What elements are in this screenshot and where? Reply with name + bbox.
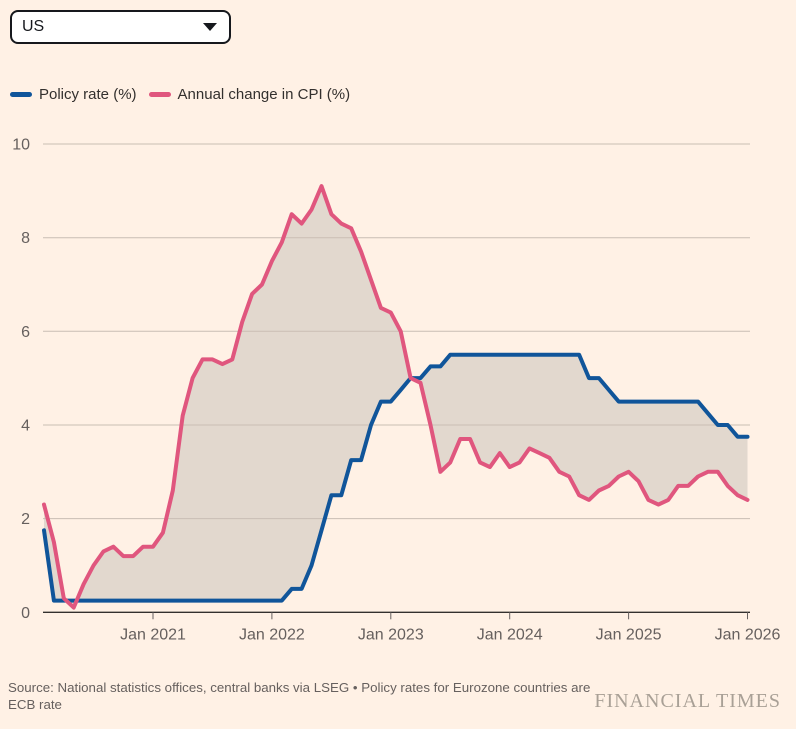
chart-legend: Policy rate (%) Annual change in CPI (%) (10, 86, 350, 103)
legend-swatch-policy-rate (10, 92, 32, 97)
y-axis-label: 10 (12, 137, 30, 154)
legend-swatch-cpi (148, 92, 171, 97)
x-tick-label: Jan 2022 (239, 626, 305, 643)
source-note-line1: Source: National statistics offices, cen… (8, 680, 591, 695)
y-axis-label: 6 (21, 324, 30, 341)
y-axis-label: 2 (21, 511, 30, 528)
line-chart-canvas: 0 2 4 6 8 10 Jan 2021 Jan 2022 Jan 2023 Jan 2024 J… (12, 137, 781, 644)
region-dropdown-value: US (22, 18, 45, 35)
source-note: Source: National statistics offices, cen… (8, 679, 590, 713)
x-tick-label: Jan 2025 (596, 626, 662, 643)
y-axis-label: 0 (21, 605, 30, 622)
legend-label-cpi: Annual change in CPI (%) (177, 86, 351, 103)
line-chart: 0 2 4 6 8 10 Jan 2021 Jan 2022 Jan 2023 Jan 2024 J… (0, 130, 796, 670)
area-between-series (44, 186, 748, 608)
x-tick-label: Jan 2026 (715, 626, 781, 643)
x-tick-label: Jan 2023 (358, 626, 424, 643)
chevron-down-icon (203, 23, 217, 31)
legend-item-policy-rate: Policy rate (%) (10, 86, 137, 103)
policy-rate-line (42, 352, 750, 603)
x-tick-label: Jan 2021 (120, 626, 186, 643)
region-dropdown[interactable]: US (10, 10, 231, 44)
source-note-line2: ECB rate (8, 697, 62, 712)
legend-item-cpi: Annual change in CPI (%) (148, 86, 351, 103)
x-tick-label: Jan 2024 (477, 626, 543, 643)
cpi-line (42, 184, 750, 610)
ft-logo: FINANCIAL TIMES (594, 690, 781, 712)
y-axis-label: 4 (21, 418, 30, 435)
y-axis-label: 8 (21, 230, 30, 247)
legend-label-policy-rate: Policy rate (%) (39, 86, 137, 103)
